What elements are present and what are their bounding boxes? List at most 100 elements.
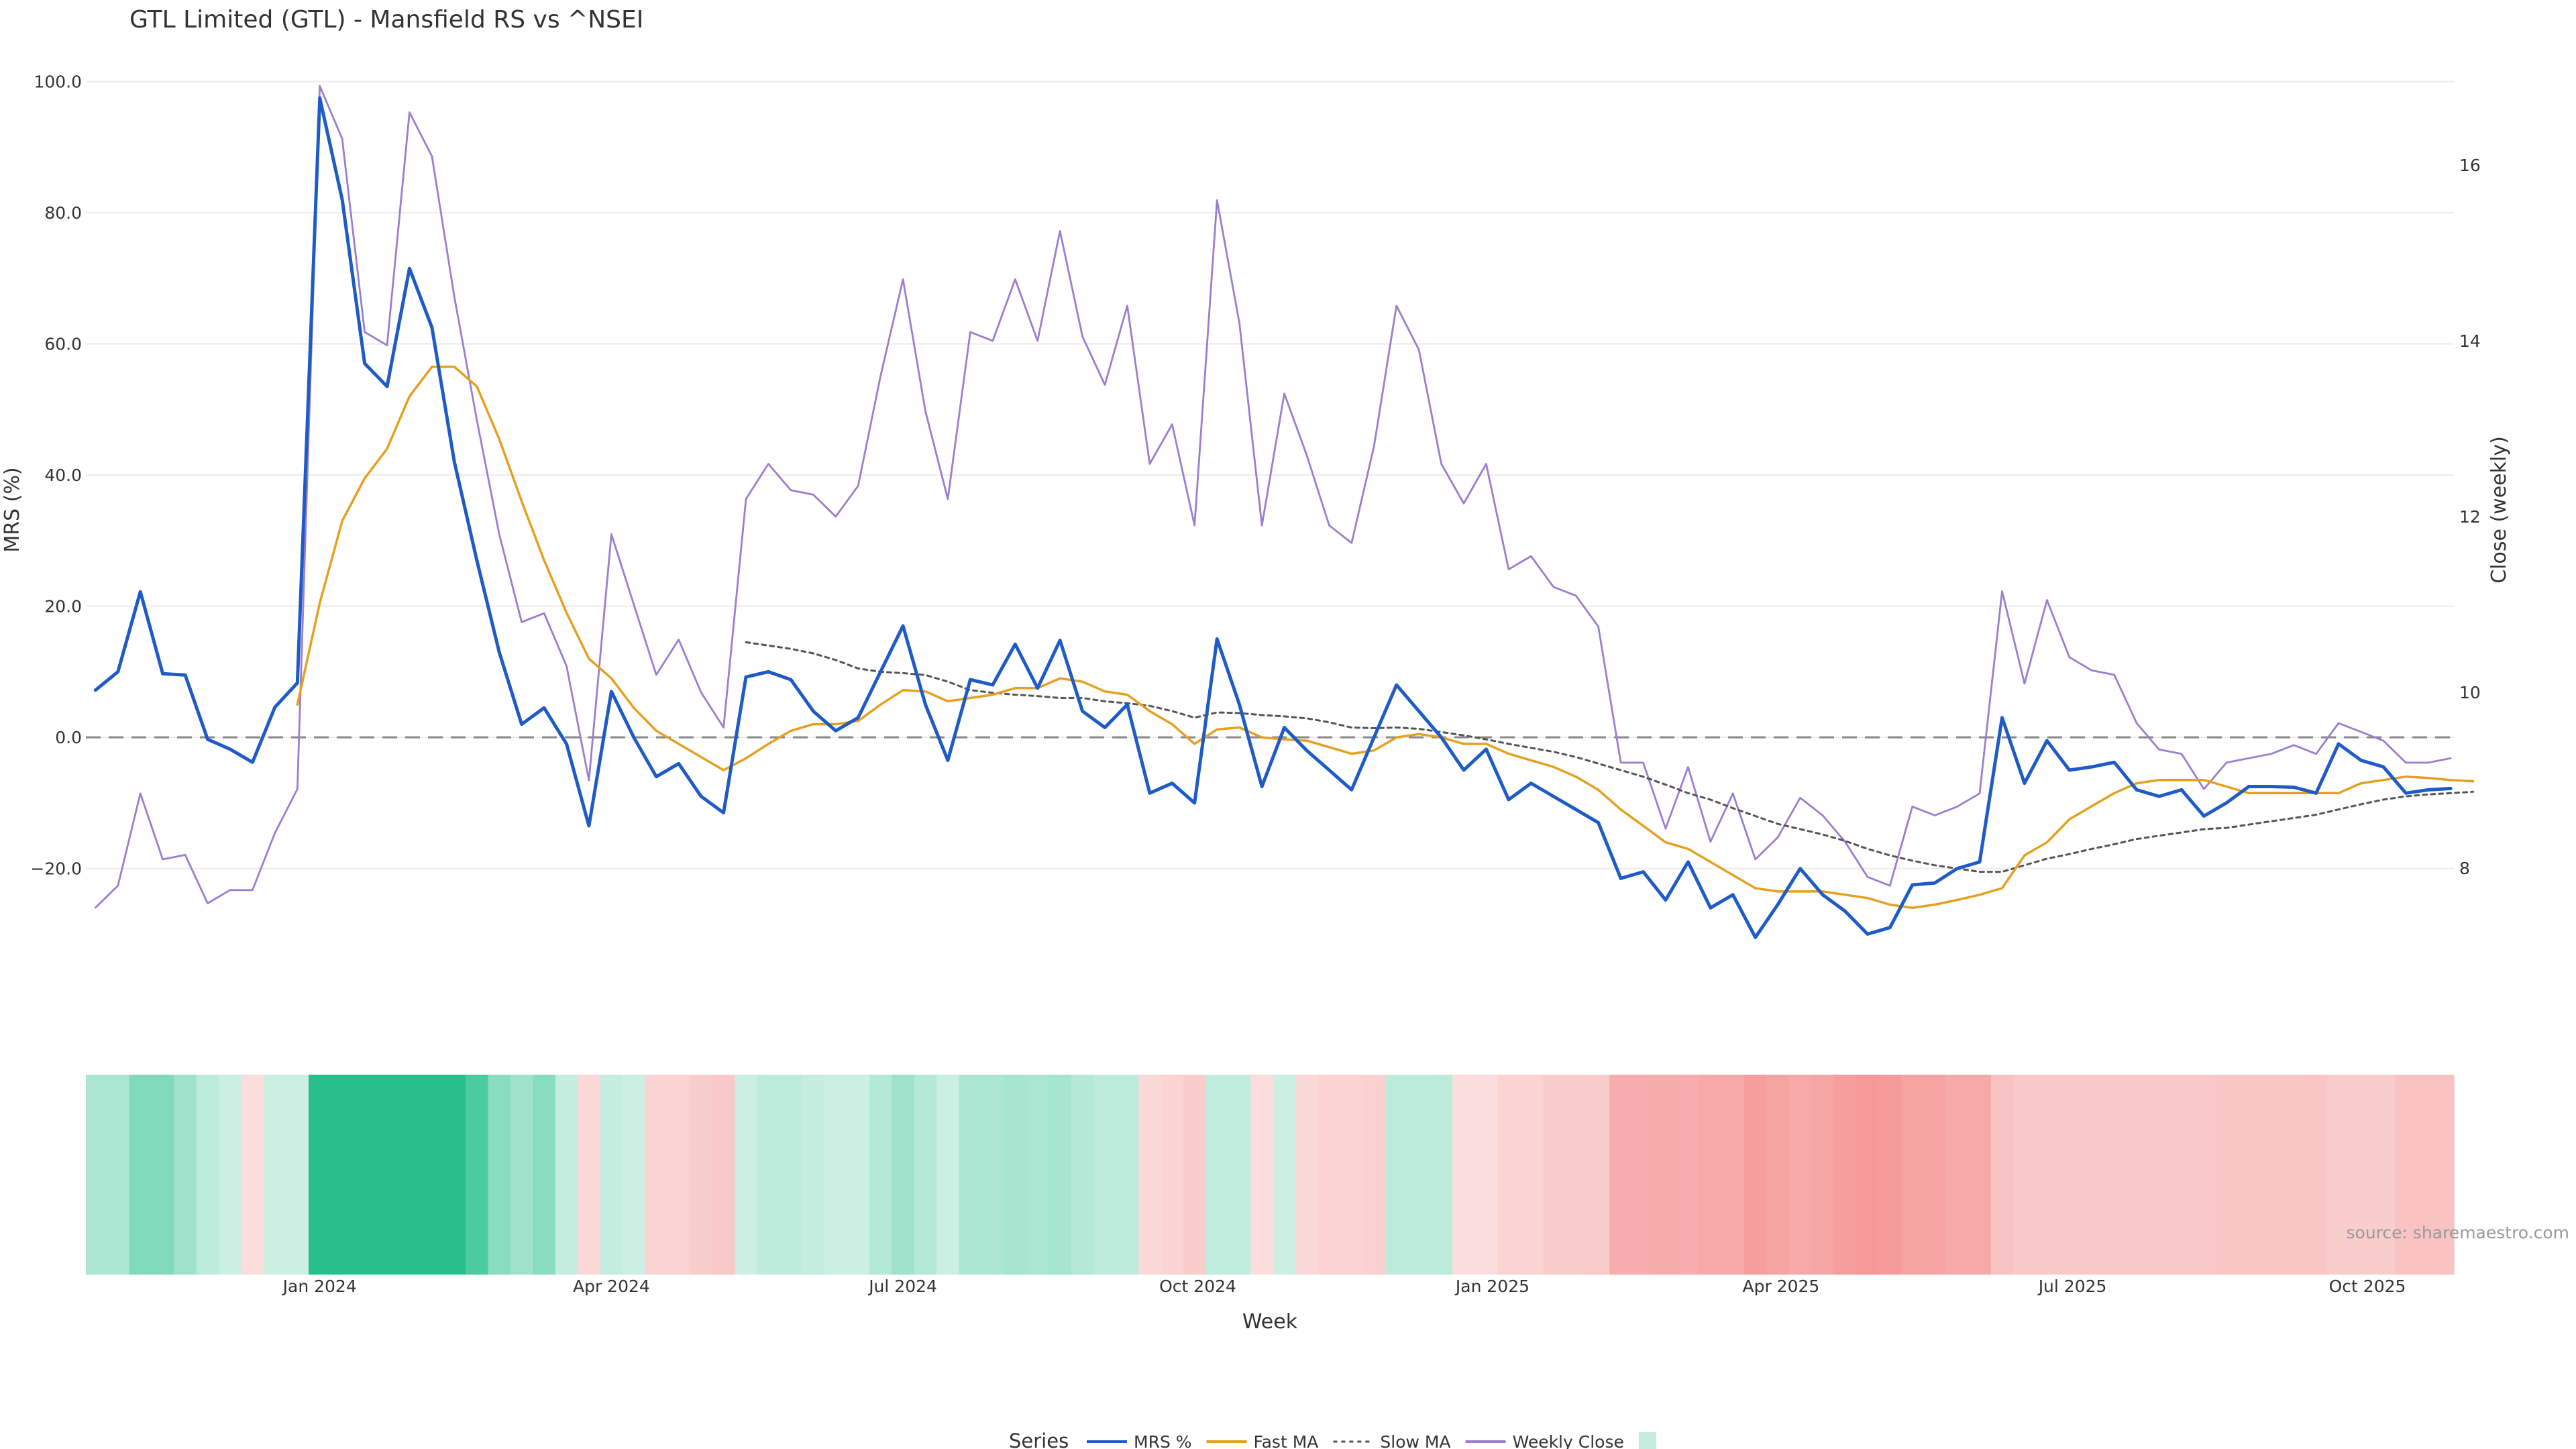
source-note: source: sharemaestro.com [2347, 1223, 2570, 1242]
heatmap-cell [533, 1075, 556, 1275]
heatmap-cell [1811, 1075, 1835, 1275]
axis-ticks: −20.0 0.0 20.0 40.0 60.0 80.0 100.0 8 10 12 14 16 Ja… [30, 72, 2480, 1296]
heatmap-cell [129, 1075, 152, 1275]
heatmap-strip [86, 1075, 2455, 1275]
x-tick-label: Apr 2024 [573, 1277, 650, 1296]
heatmap-cell [802, 1075, 825, 1275]
heatmap-cell [398, 1075, 421, 1275]
heatmap-cell [1362, 1075, 1386, 1275]
heatmap-cell [1049, 1075, 1072, 1275]
series-weekly-close-line [94, 85, 2452, 909]
plot-area [93, 85, 2475, 939]
y-tick-label: 60.0 [44, 335, 82, 354]
heatmap-cell [1228, 1075, 1252, 1275]
heatmap-cell [847, 1075, 870, 1275]
x-axis-title: Week [1242, 1310, 1298, 1334]
heatmap-cell [1609, 1075, 1633, 1275]
y-tick-label: 20.0 [44, 597, 82, 616]
heatmap-cell [331, 1075, 354, 1275]
heatmap-cell [2439, 1075, 2455, 1275]
heatmap-cell [2013, 1075, 2037, 1275]
heatmap-cell [1676, 1075, 1700, 1275]
x-tick-label: Oct 2025 [2329, 1277, 2406, 1296]
heatmap-cell [555, 1075, 579, 1275]
heatmap-cell [1743, 1075, 1768, 1275]
heatmap-cell [2170, 1075, 2194, 1275]
heatmap-cell [1654, 1075, 1678, 1275]
heatmap-cell [2304, 1075, 2328, 1275]
heatmap-cell [2349, 1075, 2373, 1275]
y2-tick-label: 12 [2459, 507, 2481, 527]
grid-lines [86, 80, 2454, 869]
heatmap-cell [1138, 1075, 1162, 1275]
heatmap-cell [2260, 1075, 2284, 1275]
heatmap-cell [780, 1075, 803, 1275]
heatmap-cell [1788, 1075, 1813, 1275]
heatmap-cell [824, 1075, 848, 1275]
chart-title: GTL Limited (GTL) - Mansfield RS vs ^NSE… [129, 6, 643, 34]
heatmap-cell [1968, 1075, 1992, 1275]
heatmap-cell [510, 1075, 534, 1275]
y2-tick-label: 16 [2459, 156, 2481, 175]
heatmap-cell [2215, 1075, 2239, 1275]
heatmap-cell [623, 1075, 646, 1275]
heatmap-cell [600, 1075, 623, 1275]
heatmap-cell [2237, 1075, 2261, 1275]
x-tick-label: Jan 2025 [1454, 1277, 1529, 1296]
heatmap-cell [1385, 1075, 1409, 1275]
heatmap-cell [107, 1075, 130, 1275]
heatmap-cell [1161, 1075, 1184, 1275]
heatmap-cell [2282, 1075, 2306, 1275]
heatmap-cell [1116, 1075, 1139, 1275]
heatmap-cell [286, 1075, 309, 1275]
legend: Series MRS % Fast MA Slow MA Weekly Close [1009, 1430, 1656, 1449]
y-tick-label: 40.0 [44, 466, 82, 485]
heatmap-cell [1945, 1075, 1970, 1275]
y-tick-label: −20.0 [30, 859, 82, 879]
y2-tick-label: 10 [2459, 683, 2481, 702]
heatmap-cell [1923, 1075, 1947, 1275]
heatmap-cell [1990, 1075, 2015, 1275]
heatmap-cell [2125, 1075, 2149, 1275]
heatmap-cell [1631, 1075, 1656, 1275]
x-tick-label: Jan 2024 [282, 1277, 357, 1296]
heatmap-cell [2192, 1075, 2216, 1275]
series-fast-ma-line [296, 366, 2475, 910]
heatmap-cell [869, 1075, 893, 1275]
legend-items: MRS % Fast MA Slow MA Weekly Close [1087, 1432, 1656, 1449]
heatmap-cell [936, 1075, 960, 1275]
series-slow-ma-line [745, 641, 2475, 873]
heatmap-cell [196, 1075, 220, 1275]
heatmap-cell [2035, 1075, 2059, 1275]
heatmap-cell [466, 1075, 489, 1275]
heatmap-cell [757, 1075, 780, 1275]
heatmap-cell [981, 1075, 1005, 1275]
legend-label-weekly-close: Weekly Close [1513, 1432, 1624, 1449]
heatmap-cell [2372, 1075, 2396, 1275]
heatmap-cell [1699, 1075, 1723, 1275]
heatmap-cell [488, 1075, 511, 1275]
legend-label-slow-ma: Slow MA [1380, 1432, 1450, 1449]
heatmap-cell [667, 1075, 691, 1275]
heatmap-cell [1564, 1075, 1588, 1275]
heatmap-cell [1452, 1075, 1476, 1275]
heatmap-cell [959, 1075, 982, 1275]
heatmap-cell [1026, 1075, 1050, 1275]
heatmap-cell [1205, 1075, 1229, 1275]
heatmap-cell [1497, 1075, 1521, 1275]
heatmap-cell [1474, 1075, 1498, 1275]
heatmap-cell [1340, 1075, 1364, 1275]
heatmap-cell [1766, 1075, 1790, 1275]
heatmap-cell [308, 1075, 332, 1275]
heatmap-cell [2080, 1075, 2104, 1275]
heatmap-cell [2102, 1075, 2127, 1275]
heatmap-cell [2417, 1075, 2440, 1275]
legend-label-mrs: MRS % [1134, 1432, 1192, 1449]
heatmap-cell [1318, 1075, 1341, 1275]
x-tick-label: Apr 2025 [1742, 1277, 1819, 1296]
heatmap-cell [443, 1075, 466, 1275]
heatmap-cell [914, 1075, 938, 1275]
heatmap-cell [1587, 1075, 1611, 1275]
heatmap-cell [1407, 1075, 1431, 1275]
heatmap-cell [174, 1075, 197, 1275]
